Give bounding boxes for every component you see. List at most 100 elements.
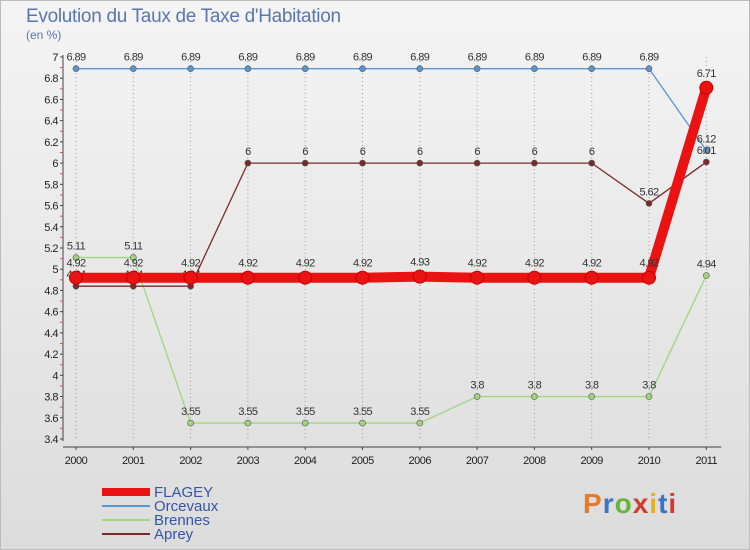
series-line (75, 161, 707, 287)
x-tick-label: 2000 (65, 455, 88, 467)
data-point (359, 419, 366, 427)
data-label: 6.89 (238, 52, 257, 64)
data-label: 6.89 (296, 52, 315, 64)
data-point (531, 65, 538, 72)
legend-item-flagey: FLAGEY (102, 484, 213, 501)
data-label: 6.12 (697, 133, 716, 145)
y-tick-label: 5.6 (44, 201, 58, 213)
data-label: 4.92 (639, 258, 658, 270)
data-label: 6 (589, 146, 595, 158)
data-label: 3.8 (642, 380, 656, 392)
data-label: 3.8 (585, 380, 599, 392)
y-tick-label: 6 (52, 158, 58, 170)
logo-letter: r (602, 488, 615, 519)
data-point (699, 80, 714, 95)
data-point (187, 65, 194, 72)
data-label: 4.92 (238, 258, 257, 270)
data-label: 4.92 (525, 258, 544, 270)
data-label: 4.92 (582, 258, 601, 270)
legend-item-brennes: Brennes (102, 512, 210, 529)
data-point (359, 65, 366, 72)
y-tick-label: 6.4 (44, 116, 58, 128)
data-point (130, 65, 137, 72)
data-label: 4.92 (468, 258, 487, 270)
legend-label: FLAGEY (154, 484, 213, 501)
data-label: 3.8 (470, 380, 484, 392)
y-tick-label: 4 (52, 370, 58, 382)
y-tick-label: 5.8 (44, 179, 58, 191)
series-brennes: 5.11 5.11 3.55 3.55 3.55 3.55 3.55 3.8 3.8 3.8 3.8… (67, 241, 717, 427)
data-point (702, 147, 710, 154)
data-label: 6.89 (582, 52, 601, 64)
x-tick-label: 2005 (351, 455, 374, 467)
data-label: 4.92 (296, 258, 315, 270)
data-point (588, 393, 596, 400)
data-label: 6.01 (697, 145, 716, 157)
data-point (473, 65, 481, 72)
data-label: 3.55 (181, 406, 200, 418)
y-tick-label: 6.6 (44, 94, 58, 106)
series-orcevaux: 6.89 6.89 6.89 6.89 6.89 6.89 6.89 6.89 6.89 6.89… (66, 52, 717, 154)
data-point (240, 270, 255, 285)
data-point (473, 159, 481, 167)
data-label: 6.89 (410, 52, 429, 64)
proxiti-logo: Proxiti (583, 488, 677, 520)
y-tick-label: 4.2 (44, 349, 58, 361)
data-point (69, 270, 83, 285)
data-point (126, 270, 141, 285)
series-flagey: 4.92 4.92 4.92 4.92 4.92 4.92 4.93 4.92 4.92 4.92… (66, 68, 717, 285)
y-tick-label: 5 (52, 264, 58, 276)
unit-label: (en %) (26, 28, 62, 42)
data-point (130, 254, 137, 261)
logo-letter: x (632, 488, 650, 519)
data-point (645, 393, 653, 400)
data-point (244, 159, 252, 167)
y-tick-label: 4.6 (44, 307, 58, 319)
data-point (416, 65, 424, 72)
data-label: 6 (245, 146, 251, 158)
data-label: 3.55 (410, 406, 429, 418)
data-point (473, 393, 481, 400)
data-label: 6 (532, 146, 538, 158)
y-tick-label: 4.8 (44, 285, 58, 297)
data-point (298, 270, 313, 285)
y-tick-label: 6.8 (44, 73, 58, 85)
data-label: 3.55 (238, 406, 257, 418)
data-label: 3.55 (296, 406, 315, 418)
data-label: 4.92 (66, 258, 85, 270)
data-point (645, 200, 653, 207)
data-label: 6.89 (468, 52, 487, 64)
x-tick-label: 2003 (237, 455, 260, 467)
legend-label: Orcevaux (154, 498, 219, 515)
logo-letter: i (649, 488, 659, 519)
data-point (301, 65, 309, 72)
logo-letter: t (658, 488, 669, 519)
x-tick-label: 2002 (179, 455, 202, 467)
y-tick-label: 3.8 (44, 392, 58, 404)
data-label: 6 (360, 146, 366, 158)
data-point (645, 65, 653, 72)
legend-label: Aprey (154, 526, 194, 543)
legend-label: Brennes (154, 512, 210, 529)
data-point (355, 270, 370, 285)
data-label: 6 (417, 146, 423, 158)
data-point (584, 270, 599, 285)
data-label: 6.89 (181, 52, 200, 64)
data-label: 6.89 (639, 52, 658, 64)
data-label: 6.89 (66, 52, 85, 64)
data-point (527, 270, 542, 285)
series-line (75, 68, 707, 152)
data-point (244, 65, 252, 72)
x-tick-label: 2001 (122, 455, 145, 467)
data-point (72, 254, 80, 261)
data-label: 3.55 (353, 406, 372, 418)
data-label: 3.8 (528, 380, 542, 392)
data-point (702, 272, 710, 279)
logo-letter: o (614, 488, 633, 519)
x-tick-label: 2011 (695, 455, 717, 467)
series-line (75, 256, 707, 424)
data-point (531, 393, 538, 400)
data-label: 4.92 (353, 258, 372, 270)
data-point (301, 419, 309, 427)
